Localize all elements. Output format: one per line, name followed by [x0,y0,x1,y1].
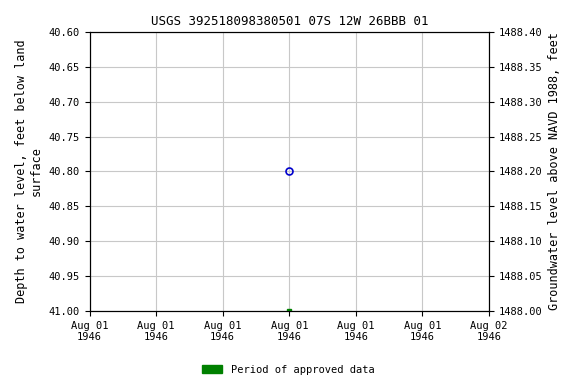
Title: USGS 392518098380501 07S 12W 26BBB 01: USGS 392518098380501 07S 12W 26BBB 01 [150,15,428,28]
Legend: Period of approved data: Period of approved data [198,361,378,379]
Y-axis label: Groundwater level above NAVD 1988, feet: Groundwater level above NAVD 1988, feet [548,32,561,310]
Y-axis label: Depth to water level, feet below land
surface: Depth to water level, feet below land su… [15,40,43,303]
